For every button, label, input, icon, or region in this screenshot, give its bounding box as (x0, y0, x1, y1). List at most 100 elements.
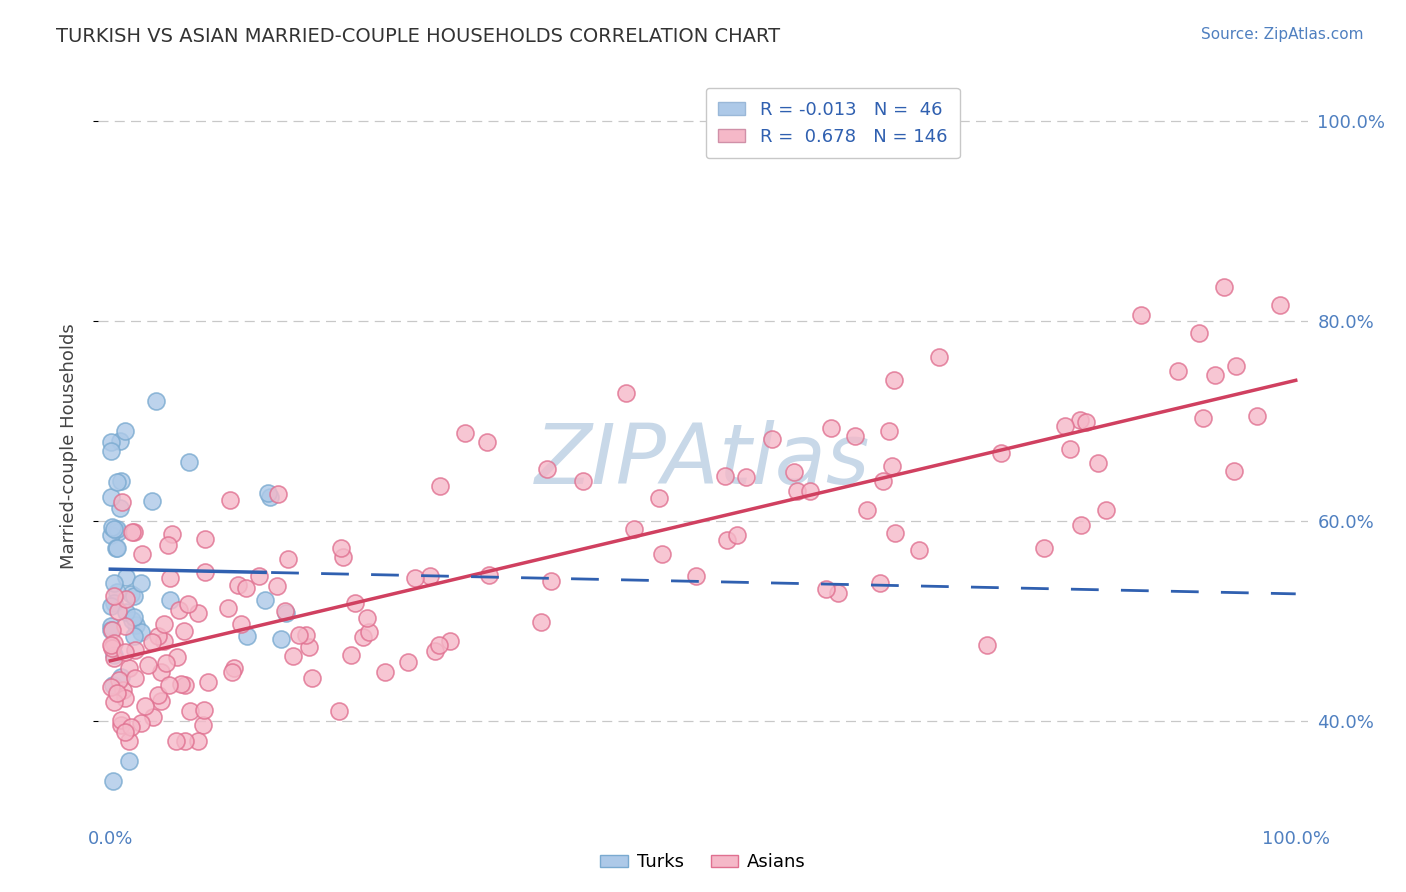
Point (288, 628, 311, 642)
Point (103, 651, 125, 665)
Point (761, 433, 783, 447)
Point (100, 680, 122, 694)
Point (149, 665, 172, 679)
Point (827, 586, 849, 600)
Point (222, 661, 245, 675)
Point (114, 645, 136, 659)
Text: ZIPAtlas: ZIPAtlas (536, 420, 870, 501)
Point (104, 541, 127, 556)
Point (990, 446, 1012, 460)
Point (799, 483, 821, 498)
Point (155, 656, 177, 670)
Point (108, 434, 131, 448)
Point (100, 619, 122, 633)
Point (142, 710, 165, 724)
Point (108, 500, 131, 515)
Point (1188, 326, 1211, 340)
Point (114, 725, 136, 739)
Point (174, 733, 197, 747)
Point (100, 599, 122, 614)
Point (105, 686, 128, 700)
Point (114, 425, 136, 439)
Point (166, 649, 188, 664)
Point (614, 386, 637, 401)
Point (110, 474, 132, 488)
Point (115, 570, 138, 584)
Point (1246, 409, 1268, 423)
Point (427, 639, 450, 653)
Point (1204, 368, 1226, 383)
Point (713, 468, 735, 483)
Point (295, 628, 318, 642)
Point (1054, 419, 1077, 434)
Point (117, 754, 139, 768)
Point (114, 619, 136, 633)
Point (160, 527, 183, 541)
Point (194, 533, 217, 547)
Point (651, 547, 673, 561)
Point (141, 494, 163, 508)
Point (976, 638, 998, 652)
Point (197, 674, 219, 689)
Point (105, 475, 128, 490)
Point (530, 615, 553, 629)
Point (194, 565, 217, 579)
Point (419, 569, 441, 583)
Legend: Turks, Asians: Turks, Asians (593, 847, 813, 879)
Point (716, 533, 738, 547)
Point (153, 634, 176, 648)
Point (100, 527, 122, 541)
Point (229, 617, 252, 632)
Point (647, 491, 669, 505)
Point (1074, 416, 1097, 430)
Point (783, 465, 806, 479)
Point (115, 592, 138, 607)
Point (103, 695, 125, 709)
Point (439, 634, 461, 648)
Point (100, 490, 122, 504)
Point (103, 636, 125, 650)
Point (105, 585, 128, 599)
Point (136, 658, 159, 673)
Point (103, 576, 125, 591)
Point (1059, 442, 1081, 456)
Point (193, 718, 215, 732)
Point (908, 542, 931, 557)
Point (844, 429, 866, 443)
Point (274, 604, 297, 618)
Point (815, 582, 838, 597)
Point (103, 596, 125, 610)
Point (110, 670, 132, 684)
Point (159, 592, 181, 607)
Point (879, 424, 901, 438)
Point (1070, 517, 1092, 532)
Point (357, 624, 380, 639)
Point (1225, 359, 1247, 374)
Point (110, 713, 132, 727)
Point (429, 479, 451, 493)
Point (339, 648, 361, 663)
Point (270, 632, 292, 647)
Point (235, 581, 257, 595)
Point (786, 483, 808, 498)
Point (685, 568, 707, 582)
Text: Source: ZipAtlas.com: Source: ZipAtlas.com (1201, 27, 1364, 42)
Point (121, 613, 143, 627)
Point (187, 606, 209, 620)
Point (226, 577, 249, 591)
Point (254, 593, 277, 607)
Point (110, 718, 132, 732)
Point (454, 425, 477, 440)
Point (856, 502, 879, 516)
Text: TURKISH VS ASIAN MARRIED-COUPLE HOUSEHOLDS CORRELATION CHART: TURKISH VS ASIAN MARRIED-COUPLE HOUSEHOL… (56, 27, 780, 45)
Point (218, 492, 240, 507)
Point (352, 630, 374, 644)
Point (1268, 298, 1291, 312)
Point (111, 682, 134, 697)
Point (122, 610, 145, 624)
Point (256, 486, 278, 500)
Point (882, 459, 904, 474)
Point (100, 624, 122, 638)
Point (141, 635, 163, 649)
Point (298, 640, 321, 655)
